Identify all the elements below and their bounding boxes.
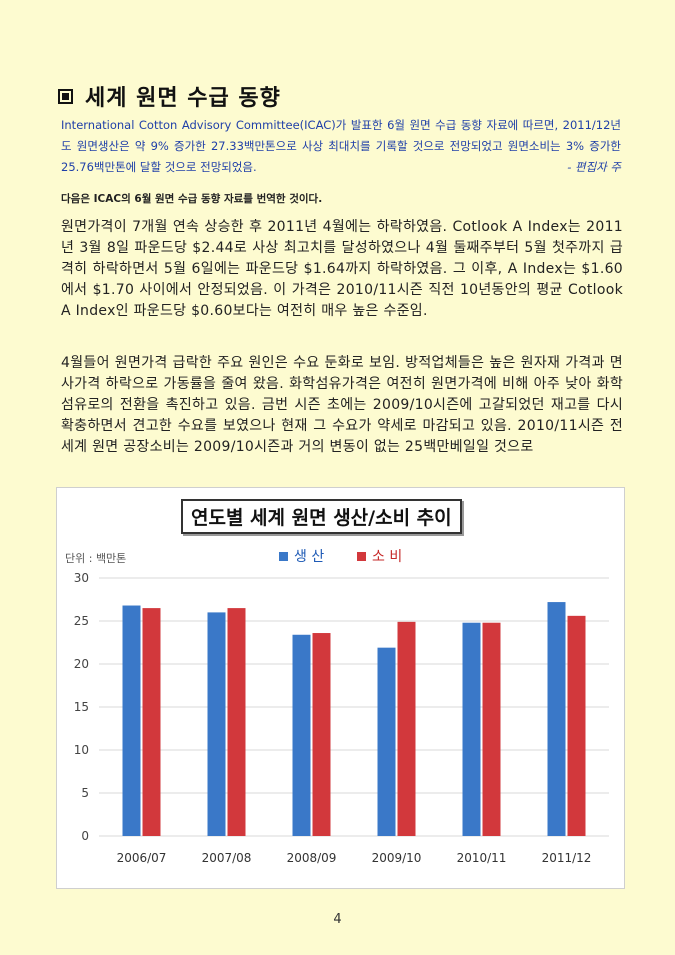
page-title: 세계 원면 수급 동향	[85, 86, 281, 111]
intro-text: International Cotton Advisory Committee(…	[61, 118, 621, 174]
translation-note: 다음은 ICAC의 6월 원면 수급 동향 자료를 번역한 것이다.	[61, 193, 323, 205]
y-tick-label: 5	[81, 786, 89, 800]
editor-intro: International Cotton Advisory Committee(…	[61, 115, 621, 178]
bar-production	[122, 605, 141, 836]
chart-unit-label: 단위 : 백만톤	[65, 552, 127, 565]
body-paragraph-2: 4월들어 원면가격 급락한 주요 원인은 수요 둔화로 보임. 방적업체들은 높…	[61, 355, 623, 455]
legend-consumption-swatch	[357, 551, 366, 561]
bar-production	[547, 602, 566, 836]
legend-production-swatch	[279, 551, 288, 561]
y-tick-label: 20	[74, 657, 89, 671]
bar-production	[377, 647, 396, 836]
y-tick-label: 15	[74, 700, 89, 714]
legend-production-label: 생 산	[294, 549, 325, 565]
y-tick-label: 0	[81, 829, 89, 843]
bar-consumption	[142, 608, 161, 836]
chart-title: 연도별 세계 원면 생산/소비 추이	[181, 499, 462, 534]
x-tick-label: 2010/11	[457, 851, 507, 865]
x-tick-label: 2007/08	[202, 851, 252, 865]
bar-production	[462, 622, 481, 836]
x-tick-label: 2009/10	[372, 851, 422, 865]
y-tick-label: 10	[74, 743, 89, 757]
bar-consumption	[567, 615, 586, 836]
bar-consumption	[312, 633, 331, 836]
x-tick-label: 2008/09	[287, 851, 337, 865]
x-tick-label: 2006/07	[117, 851, 167, 865]
y-tick-label: 25	[74, 614, 89, 628]
section-heading: 세계 원면 수급 동향	[58, 80, 281, 112]
legend-production: 생 산	[279, 546, 324, 566]
chart-plot: 0 5 10 15 20 25 30 2006/07 2007/08 2008/09 2009/10…	[74, 571, 609, 865]
page-number: 4	[333, 912, 342, 927]
body-paragraph-1: 원면가격이 7개월 연속 상승한 후 2011년 4월에는 하락하였음. Cot…	[61, 219, 623, 319]
x-tick-label: 2011/12	[542, 851, 592, 865]
bar-consumption	[397, 621, 416, 836]
bar-consumption	[227, 608, 246, 836]
y-tick-label: 30	[74, 571, 89, 585]
square-bullet-icon	[58, 88, 73, 104]
bar-consumption	[482, 622, 501, 836]
editor-signature: - 편집자 주	[567, 160, 621, 174]
legend-consumption-label: 소 비	[372, 549, 403, 565]
bar-production	[207, 612, 226, 836]
bar-chart: 연도별 세계 원면 생산/소비 추이 단위 : 백만톤 생 산 소 비 0 5 10…	[56, 487, 625, 889]
bar-production	[292, 634, 311, 836]
legend-consumption: 소 비	[357, 546, 402, 566]
